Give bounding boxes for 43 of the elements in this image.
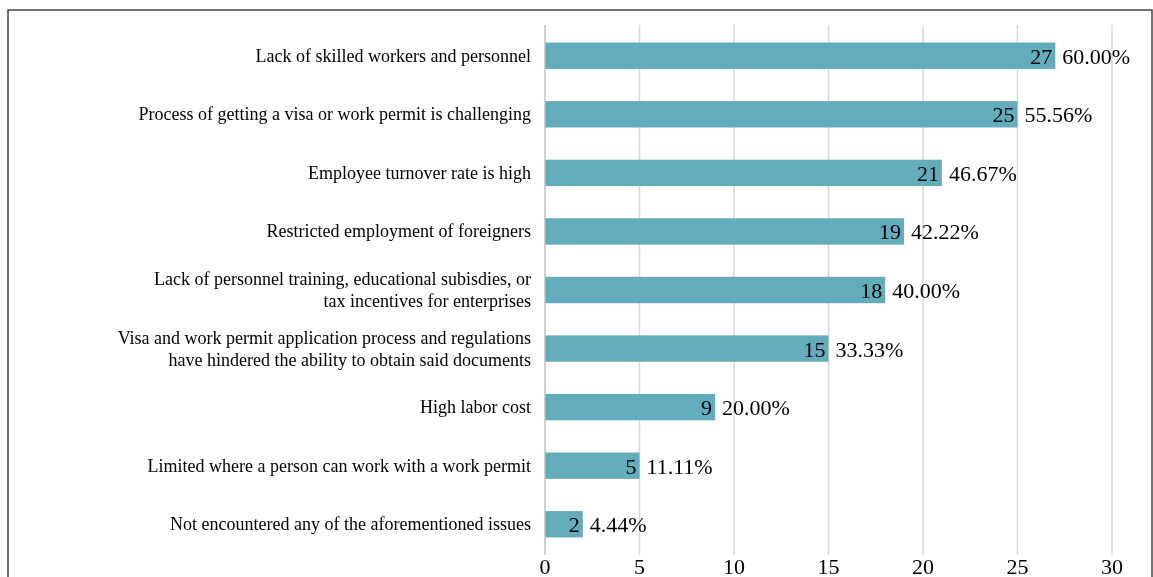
data-label: 21	[916, 160, 939, 186]
data-label: 9	[701, 395, 713, 421]
bar	[545, 335, 829, 362]
bar	[545, 393, 716, 421]
x-tick-label: 15	[817, 554, 840, 577]
x-tick-label: 0	[539, 554, 551, 577]
data-label: 2	[568, 512, 580, 538]
y-tick-label: Employee turnover rate is high	[308, 162, 531, 183]
data-label: 25	[992, 102, 1015, 128]
bar	[545, 159, 942, 187]
y-tick-label: Lack of skilled workers and personnel	[255, 45, 531, 66]
bar	[545, 42, 1056, 69]
x-tick-label: 20	[912, 554, 934, 577]
y-tick-label: Limited where a person can work with a work permit	[147, 455, 531, 476]
x-tick-label: 5	[634, 554, 645, 577]
data-label: 18	[860, 278, 883, 303]
annotation: 42.22%	[911, 219, 979, 245]
y-tick-label: Not encountered any of the aforementioned issues	[170, 514, 531, 535]
x-tick-label: 30	[1101, 554, 1123, 577]
data-label: 27	[1030, 43, 1053, 69]
y-tick-label: Visa and work permit application process and regulations have hindered the ability to obtain said documents	[117, 327, 531, 370]
x-tick-label: 10	[723, 554, 745, 577]
annotation: 60.00%	[1062, 43, 1131, 69]
x-tick-label: 25	[1006, 554, 1029, 577]
bar	[545, 511, 583, 538]
annotation: 55.56%	[1024, 102, 1093, 128]
bar	[545, 101, 1018, 128]
y-tick-label: Lack of personnel training, educational subisdies, or tax incentives for enterprises	[154, 269, 531, 311]
annotation: 33.33%	[835, 336, 904, 362]
y-tick-label: High labor cost	[420, 397, 531, 418]
annotation: 46.67%	[948, 160, 1017, 186]
bar	[545, 452, 640, 479]
data-label: 15	[803, 336, 826, 362]
data-label: 19	[879, 219, 902, 245]
annotation: 11.11%	[646, 453, 713, 479]
annotation: 20.00%	[722, 395, 790, 421]
bar	[545, 218, 905, 245]
annotation: 40.00%	[892, 278, 961, 303]
y-tick-label: Restricted employment of foreigners	[266, 221, 531, 242]
bar	[545, 276, 886, 304]
annotation: 4.44%	[589, 512, 647, 538]
y-tick-label: Process of getting a visa or work permit is challenging	[138, 104, 531, 125]
data-label: 5	[625, 453, 637, 479]
